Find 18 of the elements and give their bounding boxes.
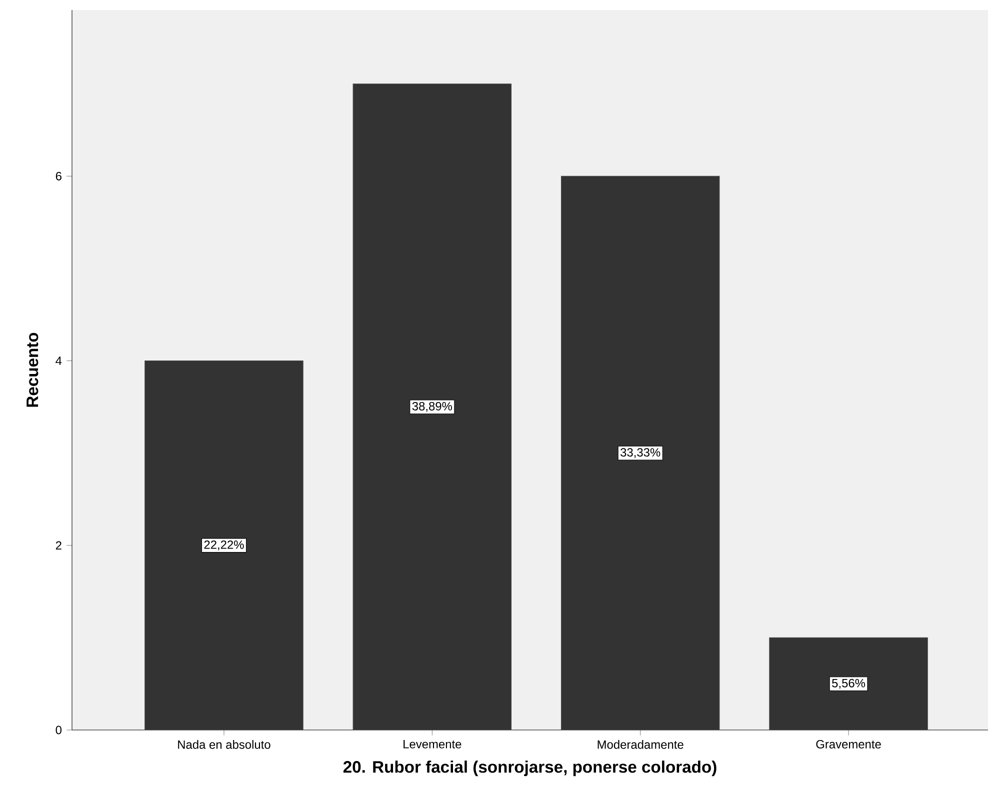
x-tick-label: Moderadamente bbox=[598, 740, 684, 749]
x-axis-title: 20. Rubor facial (sonrojarse, ponerse colorado) bbox=[343, 760, 716, 776]
x-tick-label: Gravemente bbox=[816, 740, 881, 748]
annotation: 5,56% bbox=[832, 678, 866, 689]
x-tick-label: Nada en absoluto bbox=[178, 740, 270, 749]
bar bbox=[352, 84, 512, 730]
y-tick-label: 4 bbox=[56, 356, 62, 365]
bar bbox=[769, 637, 928, 730]
x-tick-label: Levemente bbox=[404, 740, 462, 748]
annotation: 33,33% bbox=[620, 448, 660, 458]
annotation: 22,22% bbox=[204, 540, 244, 550]
annotation: 38,89% bbox=[412, 402, 452, 412]
y-axis-title: Recuento bbox=[26, 332, 38, 407]
bar bbox=[560, 176, 720, 730]
bar bbox=[144, 360, 304, 730]
y-tick-label: 0 bbox=[56, 726, 62, 734]
y-tick-label: 2 bbox=[56, 541, 62, 550]
y-tick-label: 6 bbox=[56, 172, 62, 180]
